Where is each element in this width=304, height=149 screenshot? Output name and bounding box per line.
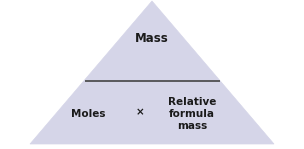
Text: Relative
formula
mass: Relative formula mass <box>168 97 216 131</box>
Text: Moles: Moles <box>71 109 105 119</box>
Text: ×: × <box>136 107 144 117</box>
Text: Mass: Mass <box>135 32 169 45</box>
Polygon shape <box>30 1 274 144</box>
